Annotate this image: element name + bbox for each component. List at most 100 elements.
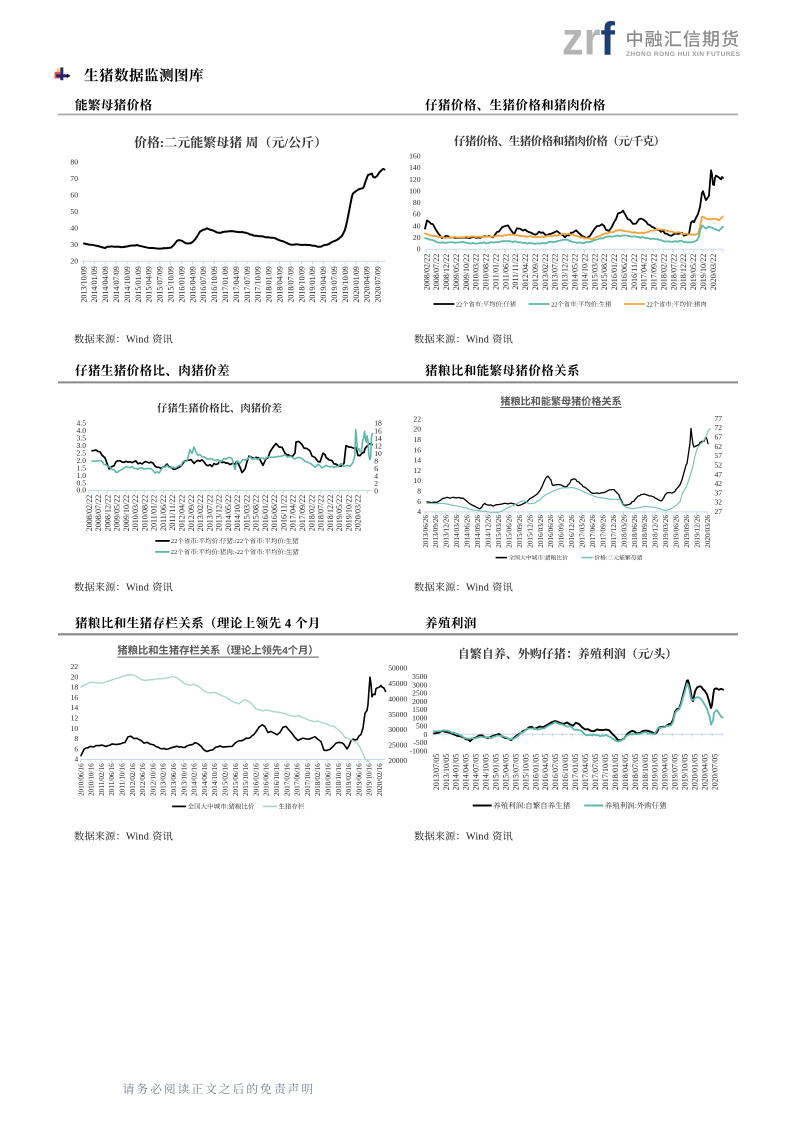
svg-text:2017/06/16: 2017/06/16: [294, 763, 302, 796]
svg-text:2015/06/26: 2015/06/26: [505, 515, 513, 548]
svg-text:22: 22: [171, 538, 178, 545]
svg-text:2019/10/22: 2019/10/22: [344, 495, 353, 531]
svg-text:Wind: Wind: [126, 335, 152, 346]
svg-text:2011/02/16: 2011/02/16: [98, 763, 106, 796]
svg-text:2019/04/05: 2019/04/05: [661, 754, 670, 790]
svg-text::: :: [481, 301, 483, 308]
svg-text:16: 16: [413, 445, 421, 454]
svg-text:14: 14: [71, 703, 79, 712]
svg-text:2018/12/22: 2018/12/22: [679, 254, 688, 290]
svg-text:2017/04/05: 2017/04/05: [581, 754, 590, 790]
svg-text:Wind: Wind: [466, 583, 492, 594]
svg-text:40000: 40000: [388, 695, 407, 704]
svg-text:2014/04/05: 2014/04/05: [462, 754, 471, 790]
svg-text:2015/12/26: 2015/12/26: [526, 515, 534, 548]
svg-text:2019/03/26: 2019/03/26: [662, 515, 670, 548]
svg-text:2010/03/22: 2010/03/22: [131, 495, 140, 531]
svg-text:2018/01/05: 2018/01/05: [611, 754, 620, 790]
svg-text:2014/07/05: 2014/07/05: [472, 754, 481, 790]
svg-text:1.0: 1.0: [77, 471, 87, 480]
svg-text:2015/10/09: 2015/10/09: [167, 266, 176, 302]
svg-text:20: 20: [70, 257, 78, 266]
svg-text:47: 47: [715, 470, 723, 479]
svg-text:2020/07/05: 2020/07/05: [710, 754, 719, 790]
svg-text:80: 80: [413, 198, 421, 207]
svg-text:2012/02/16: 2012/02/16: [129, 763, 137, 796]
svg-text::: :: [606, 556, 608, 562]
svg-text:2011/06/22: 2011/06/22: [501, 254, 510, 290]
svg-text:2019/10/16: 2019/10/16: [366, 763, 374, 796]
svg-text:2015/03/26: 2015/03/26: [495, 515, 503, 548]
svg-text:2012/09/22: 2012/09/22: [187, 495, 196, 531]
svg-text:500: 500: [416, 722, 428, 731]
svg-text:2015/08/22: 2015/08/22: [252, 495, 261, 531]
svg-text:80: 80: [70, 158, 78, 167]
svg-text:30000: 30000: [388, 725, 407, 734]
svg-text:3500: 3500: [412, 672, 427, 681]
svg-text:0: 0: [417, 245, 421, 254]
svg-text:2016/04/09: 2016/04/09: [188, 266, 197, 302]
svg-text:2013/10/05: 2013/10/05: [442, 754, 451, 790]
svg-text:2011/11/22: 2011/11/22: [511, 254, 520, 290]
svg-text:2015/03/22: 2015/03/22: [242, 495, 251, 531]
svg-text:2014/04/09: 2014/04/09: [101, 266, 110, 302]
svg-text:4: 4: [281, 617, 295, 631]
svg-text:2017/07/05: 2017/07/05: [591, 754, 600, 790]
svg-text:2020/01/05: 2020/01/05: [691, 754, 700, 790]
svg-text:2019/10/09: 2019/10/09: [341, 266, 350, 302]
svg-text:40: 40: [70, 224, 78, 233]
svg-text:Wind: Wind: [126, 583, 152, 594]
svg-text:2015/03/22: 2015/03/22: [590, 254, 599, 290]
svg-text:16: 16: [374, 426, 382, 435]
svg-text:6: 6: [74, 744, 78, 753]
svg-text:2013/02/22: 2013/02/22: [541, 254, 550, 290]
svg-text:2014/10/22: 2014/10/22: [233, 495, 242, 531]
svg-text:2018/09/26: 2018/09/26: [641, 515, 649, 548]
svg-text:2018/10/16: 2018/10/16: [335, 763, 343, 796]
svg-text:2017/01/05: 2017/01/05: [571, 754, 580, 790]
svg-text:4: 4: [417, 507, 421, 516]
svg-text:2016/11/22: 2016/11/22: [630, 254, 639, 290]
svg-text::: :: [227, 804, 229, 811]
svg-text:22: 22: [413, 414, 421, 423]
svg-text:20: 20: [413, 233, 421, 242]
svg-text::: :: [197, 538, 199, 545]
svg-text:52: 52: [715, 461, 723, 470]
svg-text:2018/06/16: 2018/06/16: [325, 763, 333, 796]
svg-text:2017/03/26: 2017/03/26: [579, 515, 587, 548]
svg-text:2018/02/22: 2018/02/22: [659, 254, 668, 290]
svg-text:2020/03/26: 2020/03/26: [704, 515, 712, 548]
svg-text:2013/07/22: 2013/07/22: [205, 495, 214, 531]
svg-text:2013/07/05: 2013/07/05: [432, 754, 441, 790]
svg-text:2013/12/26: 2013/12/26: [443, 515, 451, 548]
svg-text:2014/01/09: 2014/01/09: [90, 266, 99, 302]
svg-text::: :: [284, 549, 286, 556]
svg-text:Wind: Wind: [126, 832, 152, 843]
svg-text:77: 77: [715, 414, 723, 423]
svg-text:100: 100: [409, 187, 421, 196]
svg-text:2012/04/22: 2012/04/22: [178, 495, 187, 531]
svg-text::: :: [523, 801, 525, 810]
svg-text:2017/09/22: 2017/09/22: [298, 495, 307, 531]
svg-text:1.5: 1.5: [77, 463, 87, 472]
svg-text:2017/10/05: 2017/10/05: [601, 754, 610, 790]
svg-text:2019/05/22: 2019/05/22: [335, 495, 344, 531]
svg-text:160: 160: [409, 152, 421, 161]
svg-text:2014/05/22: 2014/05/22: [571, 254, 580, 290]
svg-text:18: 18: [374, 419, 382, 428]
svg-text:2018/10/05: 2018/10/05: [641, 754, 650, 790]
svg-text:2014/12/26: 2014/12/26: [485, 515, 493, 548]
svg-text:2014/03/26: 2014/03/26: [453, 515, 461, 548]
svg-text:2016/04/05: 2016/04/05: [541, 754, 550, 790]
svg-text:22: 22: [456, 301, 462, 308]
svg-text::: :: [218, 538, 220, 545]
svg-text:2013/06/16: 2013/06/16: [170, 763, 178, 796]
svg-text:2018/02/16: 2018/02/16: [314, 763, 322, 796]
svg-text:2016/10/09: 2016/10/09: [210, 266, 219, 302]
svg-text:2017/10/09: 2017/10/09: [254, 266, 263, 302]
svg-text:Wind: Wind: [466, 832, 492, 843]
svg-text::: :: [635, 801, 637, 810]
svg-text:2009/05/22: 2009/05/22: [452, 254, 461, 290]
svg-text:2014/05/22: 2014/05/22: [224, 495, 233, 531]
svg-text::: :: [218, 549, 220, 556]
